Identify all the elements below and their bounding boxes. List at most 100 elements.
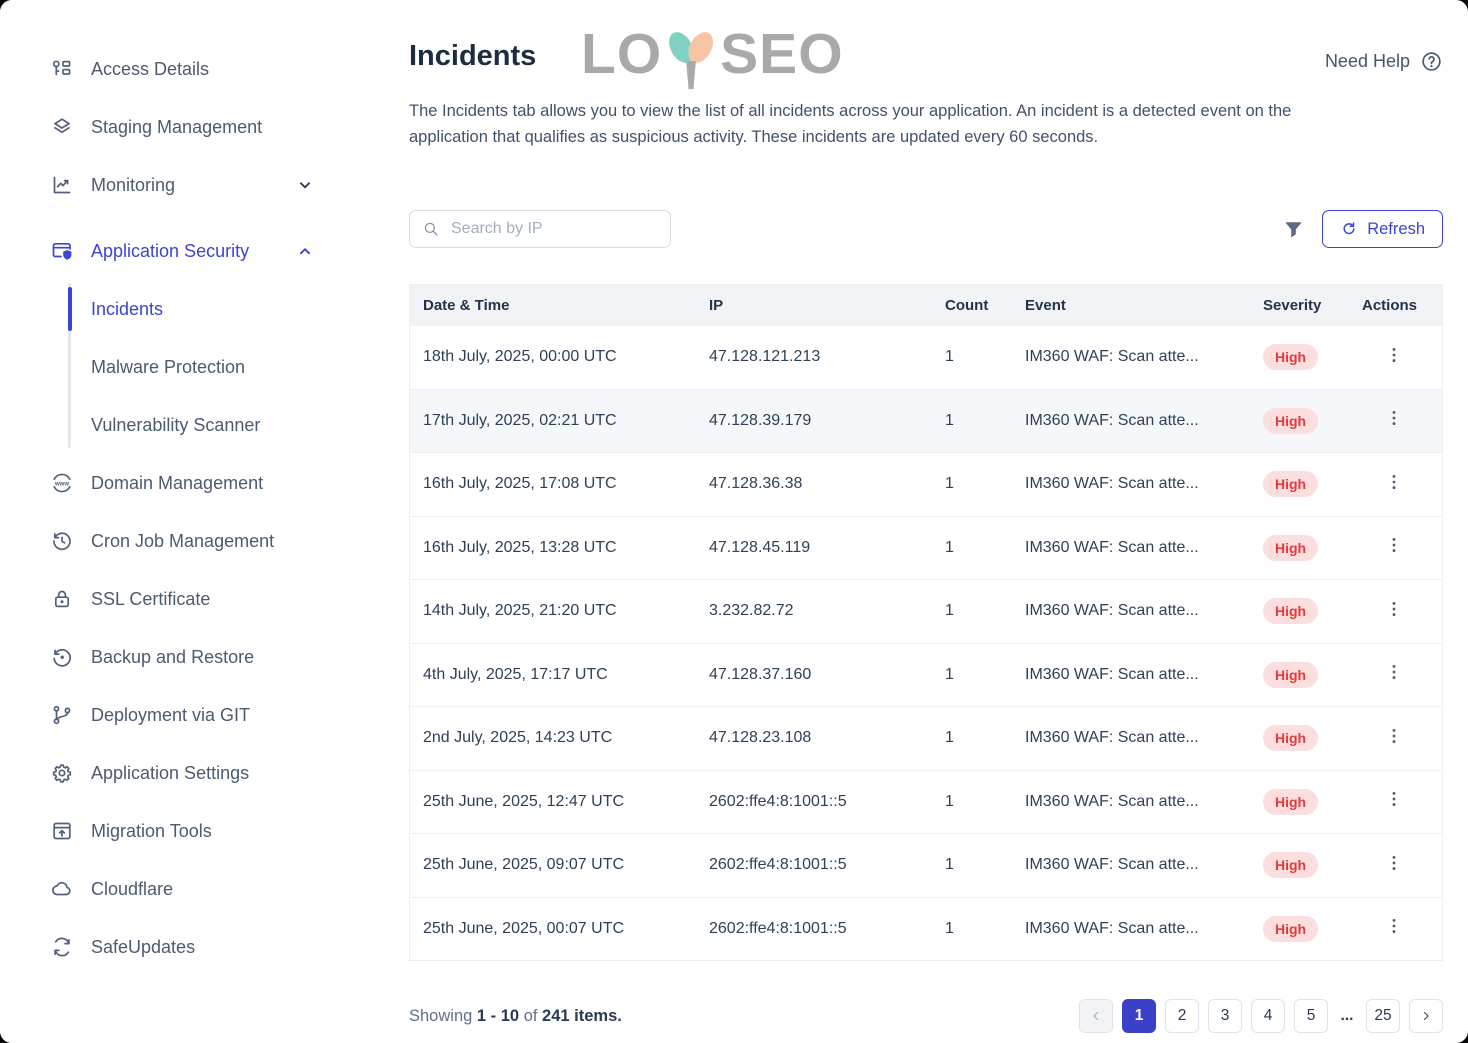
page-button-1[interactable]: 1 xyxy=(1122,999,1156,1033)
row-actions-kebab-icon[interactable] xyxy=(1384,408,1404,428)
sidebar: Access Details Staging Management Monitori… xyxy=(0,0,409,1043)
row-actions-kebab-icon[interactable] xyxy=(1384,789,1404,809)
sidebar-item-label: Cron Job Management xyxy=(91,530,275,551)
severity-badge: High xyxy=(1263,852,1319,879)
column-header-date-time: Date & Time xyxy=(423,296,510,314)
cell-ip: 47.128.37.160 xyxy=(709,665,812,683)
table-row: 25th June, 2025, 12:47 UTC 2602:ffe4:8:1… xyxy=(410,769,1442,833)
need-help-link[interactable]: Need Help xyxy=(1325,50,1443,73)
row-actions-kebab-icon[interactable] xyxy=(1384,599,1404,619)
sidebar-item-cron-job-management[interactable]: Cron Job Management xyxy=(0,512,409,570)
sidebar-item-vulnerability-scanner[interactable]: Vulnerability Scanner xyxy=(0,396,409,454)
cell-date: 14th July, 2025, 21:20 UTC xyxy=(423,602,617,620)
row-actions-kebab-icon[interactable] xyxy=(1384,345,1404,365)
cell-count: 1 xyxy=(945,475,954,493)
row-actions-kebab-icon[interactable] xyxy=(1384,662,1404,682)
sidebar-item-label: Staging Management xyxy=(91,116,263,137)
need-help-label: Need Help xyxy=(1324,51,1410,71)
sidebar-item-backup-and-restore[interactable]: Backup and Restore xyxy=(0,628,409,686)
cell-ip: 47.128.23.108 xyxy=(709,729,812,747)
cell-severity: High xyxy=(1250,534,1349,561)
page-button-last[interactable]: 25 xyxy=(1366,999,1400,1033)
table-footer: Showing 1 - 10 of 241 items. 1 2 3 4 5... 25 xyxy=(409,999,1443,1033)
sidebar-item-safeupdates[interactable]: SafeUpdates xyxy=(0,918,409,976)
sidebar-item-migration-tools[interactable]: Migration Tools xyxy=(0,802,409,860)
cell-event: IM360 WAF: Scan atte... xyxy=(1025,665,1199,683)
sidebar-item-ssl-certificate[interactable]: SSL Certificate xyxy=(0,570,409,628)
sidebar-item-label: Monitoring xyxy=(91,174,176,195)
cell-ip: 47.128.45.119 xyxy=(709,538,811,556)
severity-badge: High xyxy=(1263,725,1319,752)
cell-actions xyxy=(1349,408,1442,433)
chevron-up-icon[interactable] xyxy=(294,240,316,262)
cell-severity: High xyxy=(1250,725,1349,752)
refresh-button[interactable]: Refresh xyxy=(1322,210,1443,248)
main-content: Incidents LO SEO Need Help The Inc xyxy=(409,0,1443,1043)
cell-count: 1 xyxy=(945,792,954,810)
severity-badge: High xyxy=(1263,344,1319,371)
refresh-icon xyxy=(1340,220,1358,238)
row-actions-kebab-icon[interactable] xyxy=(1384,472,1404,492)
page-title: Incidents xyxy=(409,40,537,72)
page-button-3[interactable]: 3 xyxy=(1208,999,1242,1033)
prev-page-button[interactable] xyxy=(1079,999,1113,1033)
watermark-text-right: SEO xyxy=(720,22,844,86)
cell-count: 1 xyxy=(945,411,954,429)
page-button-2[interactable]: 2 xyxy=(1165,999,1199,1033)
cell-severity: High xyxy=(1250,407,1349,434)
row-actions-kebab-icon[interactable] xyxy=(1384,726,1404,746)
access-key-icon xyxy=(50,57,74,81)
help-question-icon[interactable] xyxy=(1420,50,1443,73)
filter-icon[interactable] xyxy=(1282,218,1305,241)
chevron-left-icon xyxy=(1089,1009,1103,1023)
sidebar-item-label: Malware Protection xyxy=(91,356,246,377)
severity-badge: High xyxy=(1263,471,1319,498)
table-row: 18th July, 2025, 00:00 UTC 47.128.121.21… xyxy=(410,325,1442,389)
table-row: 2nd July, 2025, 14:23 UTC 47.128.23.108 … xyxy=(410,706,1442,770)
cell-date: 17th July, 2025, 02:21 UTC xyxy=(423,411,617,429)
gear-icon xyxy=(50,761,74,785)
cell-count: 1 xyxy=(945,856,954,874)
cell-count: 1 xyxy=(945,538,954,556)
layers-icon xyxy=(50,115,74,139)
cell-ip: 2602:ffe4:8:1001::5 xyxy=(709,919,847,937)
sidebar-item-label: SSL Certificate xyxy=(91,588,211,609)
next-page-button[interactable] xyxy=(1409,999,1443,1033)
sidebar-item-malware-protection[interactable]: Malware Protection xyxy=(0,338,409,396)
row-actions-kebab-icon[interactable] xyxy=(1384,853,1404,873)
table-body: 18th July, 2025, 00:00 UTC 47.128.121.21… xyxy=(410,325,1442,960)
sidebar-item-cloudflare[interactable]: Cloudflare xyxy=(0,860,409,918)
application-security-submenu: Incidents Malware Protection Vulnerability… xyxy=(0,280,409,454)
sidebar-item-incidents[interactable]: Incidents xyxy=(0,280,409,338)
window-upload-icon xyxy=(50,819,74,843)
severity-badge: High xyxy=(1263,661,1319,688)
sidebar-item-staging-management[interactable]: Staging Management xyxy=(0,98,409,156)
row-actions-kebab-icon[interactable] xyxy=(1384,916,1404,936)
page-button-5[interactable]: 5 xyxy=(1294,999,1328,1033)
sidebar-item-domain-management[interactable]: www Domain Management xyxy=(0,454,409,512)
page-button-4[interactable]: 4 xyxy=(1251,999,1285,1033)
column-header-event: Event xyxy=(1025,296,1066,314)
sidebar-item-application-settings[interactable]: Application Settings xyxy=(0,744,409,802)
sidebar-item-deployment-via-git[interactable]: Deployment via GIT xyxy=(0,686,409,744)
sidebar-item-monitoring[interactable]: Monitoring xyxy=(0,156,409,214)
cell-date: 16th July, 2025, 13:28 UTC xyxy=(423,538,617,556)
severity-badge: High xyxy=(1263,788,1319,815)
table-row: 16th July, 2025, 17:08 UTC 47.128.36.38 … xyxy=(410,452,1442,516)
line-chart-icon xyxy=(50,173,74,197)
cell-actions xyxy=(1349,599,1442,624)
cell-event: IM360 WAF: Scan atte... xyxy=(1025,856,1199,874)
severity-badge: High xyxy=(1263,598,1319,625)
search-input[interactable] xyxy=(409,210,671,248)
pagination: 1 2 3 4 5... 25 xyxy=(1079,999,1443,1033)
chevron-down-icon[interactable] xyxy=(294,174,316,196)
restore-icon xyxy=(50,645,74,669)
cell-severity: High xyxy=(1250,788,1349,815)
cell-ip: 47.128.121.213 xyxy=(709,348,821,366)
sidebar-item-access-details[interactable]: Access Details xyxy=(0,40,409,98)
sidebar-item-application-security[interactable]: Application Security xyxy=(0,222,409,280)
column-header-actions: Actions xyxy=(1362,296,1418,314)
cell-ip: 2602:ffe4:8:1001::5 xyxy=(709,856,847,874)
severity-badge: High xyxy=(1263,407,1319,434)
row-actions-kebab-icon[interactable] xyxy=(1384,535,1404,555)
